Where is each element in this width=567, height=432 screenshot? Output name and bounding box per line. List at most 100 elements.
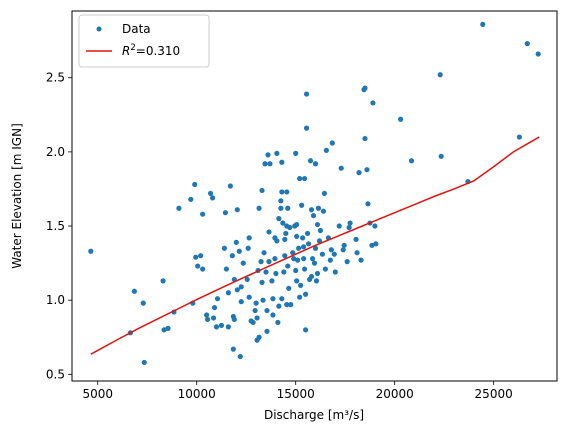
data-point bbox=[299, 202, 305, 208]
y-tick-label: 0.5 bbox=[46, 367, 65, 381]
data-point bbox=[275, 319, 281, 326]
data-point bbox=[294, 221, 300, 228]
legend: Data R2=0.310 bbox=[78, 14, 210, 68]
data-point bbox=[276, 216, 282, 222]
data-point bbox=[302, 266, 308, 272]
data-point bbox=[218, 322, 225, 328]
data-point bbox=[294, 233, 300, 240]
data-point bbox=[437, 72, 443, 78]
data-point bbox=[256, 334, 262, 340]
data-point bbox=[258, 259, 264, 265]
data-point bbox=[312, 245, 319, 251]
data-point bbox=[290, 250, 296, 256]
data-point bbox=[301, 244, 307, 250]
data-point bbox=[141, 359, 147, 366]
data-point bbox=[225, 324, 231, 330]
data-point bbox=[279, 159, 285, 165]
data-point bbox=[274, 238, 280, 244]
data-point bbox=[331, 251, 337, 257]
data-point bbox=[370, 100, 376, 106]
data-point bbox=[233, 239, 239, 245]
data-point bbox=[314, 221, 321, 228]
data-point bbox=[259, 279, 265, 285]
data-point bbox=[308, 273, 315, 280]
data-point bbox=[285, 263, 291, 269]
data-point bbox=[279, 296, 285, 302]
data-point bbox=[261, 250, 267, 256]
data-point bbox=[256, 205, 262, 211]
data-point bbox=[372, 223, 378, 229]
data-point bbox=[347, 220, 353, 226]
data-point bbox=[293, 267, 299, 274]
data-point bbox=[273, 270, 279, 277]
data-point bbox=[304, 230, 311, 237]
data-point bbox=[354, 250, 360, 256]
data-point bbox=[329, 140, 335, 146]
data-point bbox=[278, 205, 284, 211]
data-point bbox=[364, 167, 370, 173]
data-point bbox=[160, 278, 166, 284]
data-point bbox=[316, 238, 323, 244]
data-point bbox=[264, 307, 270, 314]
data-point bbox=[303, 125, 310, 131]
data-point bbox=[259, 187, 265, 194]
data-point bbox=[302, 175, 308, 182]
plot-frame bbox=[71, 10, 558, 382]
x-tick-label: 15000 bbox=[277, 387, 315, 401]
data-point bbox=[282, 236, 288, 242]
data-point bbox=[285, 205, 291, 211]
data-point bbox=[269, 278, 275, 284]
data-point bbox=[317, 227, 324, 234]
data-point bbox=[291, 256, 297, 262]
data-point bbox=[362, 135, 368, 142]
data-point bbox=[356, 170, 362, 176]
data-point bbox=[305, 241, 312, 247]
data-point bbox=[225, 290, 231, 296]
data-point bbox=[161, 327, 167, 333]
data-point bbox=[320, 208, 327, 214]
data-point bbox=[193, 254, 199, 260]
data-point bbox=[310, 213, 317, 219]
data-point bbox=[207, 190, 214, 196]
data-point bbox=[315, 205, 322, 211]
data-point bbox=[131, 288, 137, 294]
legend-box bbox=[78, 14, 210, 68]
data-point bbox=[279, 189, 285, 195]
data-point bbox=[535, 51, 541, 57]
data-point bbox=[398, 116, 404, 122]
data-point bbox=[297, 175, 303, 182]
data-point bbox=[200, 211, 206, 217]
data-point bbox=[253, 300, 259, 306]
data-point bbox=[287, 224, 293, 231]
data-point bbox=[300, 235, 306, 241]
data-point bbox=[229, 253, 235, 259]
data-point bbox=[296, 245, 302, 251]
data-point bbox=[346, 224, 352, 231]
data-point bbox=[358, 257, 364, 263]
data-point bbox=[213, 324, 220, 330]
data-point bbox=[297, 294, 303, 300]
data-point bbox=[319, 251, 326, 257]
data-point bbox=[272, 256, 278, 262]
data-point bbox=[280, 220, 286, 226]
data-point bbox=[323, 147, 329, 153]
data-point bbox=[265, 152, 271, 158]
data-point bbox=[327, 257, 333, 263]
data-point bbox=[314, 270, 321, 277]
data-point bbox=[278, 198, 284, 204]
legend-marker-data bbox=[96, 26, 102, 32]
data-point bbox=[353, 236, 359, 242]
data-layer bbox=[88, 21, 541, 366]
data-point bbox=[341, 242, 347, 248]
data-point bbox=[234, 207, 240, 213]
data-point bbox=[340, 247, 346, 253]
y-tick-label: 1.5 bbox=[46, 219, 65, 233]
data-point bbox=[188, 196, 194, 202]
data-point bbox=[238, 284, 244, 290]
data-point bbox=[198, 253, 204, 259]
data-point bbox=[309, 256, 316, 262]
ticks: 5000 10000 15000 20000 25000 0.5 1.0 1.5 2.0 2.5 bbox=[46, 71, 513, 401]
data-point bbox=[276, 303, 282, 309]
data-point bbox=[282, 253, 288, 259]
data-point bbox=[369, 242, 375, 248]
